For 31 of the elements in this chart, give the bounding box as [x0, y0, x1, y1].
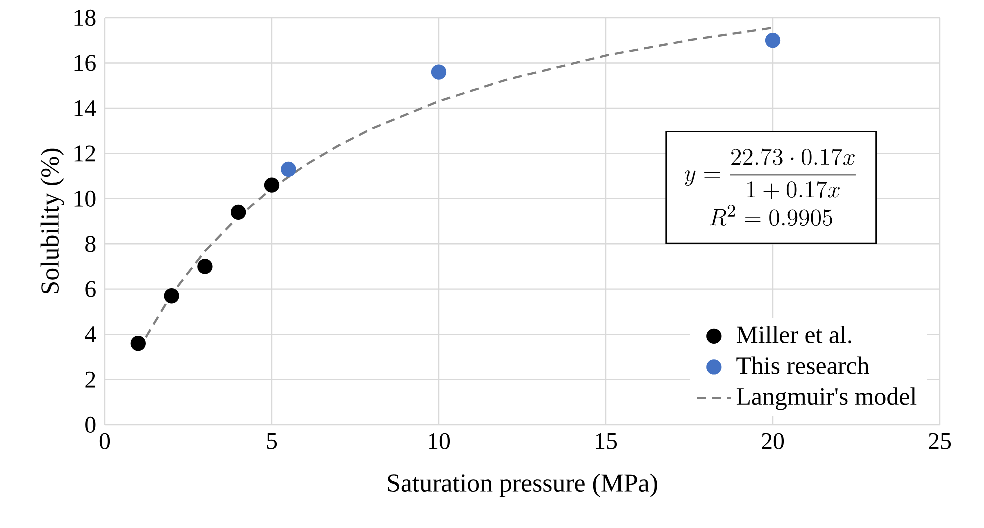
point	[264, 178, 280, 193]
legend-label: Miller et al.	[736, 326, 852, 344]
y-tick-label: 6	[86, 281, 96, 298]
y-tick-label: 18	[74, 10, 96, 26]
y-tick-label: 4	[85, 326, 96, 342]
annotation: $y=\dfrac{22.73\cdot 0.17x}{1+0.17x}$	[684, 148, 856, 200]
y-tick-label: 12	[74, 146, 96, 162]
annotation: $R^2=0.9905$	[710, 204, 832, 226]
point	[765, 33, 781, 48]
legend-label: Langmuir's model	[736, 388, 917, 410]
x-tick-label: 10	[429, 433, 450, 450]
x-tick-label: 25	[929, 433, 952, 450]
y-tick-label: 2	[86, 372, 96, 388]
x-tick-label: 0	[100, 433, 110, 450]
y-axis-title: Solubility (%)	[40, 148, 64, 294]
y-tick-label: 10	[74, 190, 96, 207]
point	[164, 288, 180, 304]
y-tick-label: 14	[74, 100, 96, 116]
y-tick-label: 16	[74, 55, 96, 72]
x-axis-title: Saturation pressure (MPa)	[388, 474, 658, 498]
x-tick-label: 15	[596, 433, 618, 450]
y-tick-label: 8	[86, 236, 96, 252]
point	[231, 204, 246, 220]
x-tick-label: 5	[267, 433, 278, 450]
legend-label: This research	[736, 356, 870, 374]
y-tick-label: 0	[86, 416, 96, 434]
x-tick-label: 20	[762, 433, 784, 450]
point	[130, 336, 146, 352]
point	[431, 64, 447, 80]
point	[198, 259, 213, 274]
point	[281, 162, 296, 178]
